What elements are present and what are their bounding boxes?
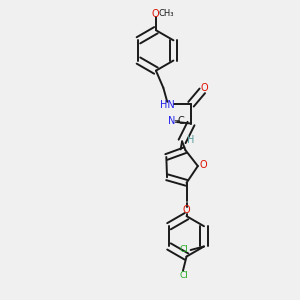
Text: CH₃: CH₃ [158,9,173,18]
Text: Cl: Cl [179,245,188,254]
Text: C: C [178,116,184,126]
Text: HN: HN [160,100,175,110]
Text: O: O [183,205,190,215]
Text: ≡: ≡ [173,117,180,126]
Text: Cl: Cl [179,272,188,280]
Text: N: N [168,116,175,126]
Text: O: O [200,160,207,170]
Text: H: H [187,135,194,145]
Text: O: O [201,83,208,93]
Text: O: O [152,9,159,19]
